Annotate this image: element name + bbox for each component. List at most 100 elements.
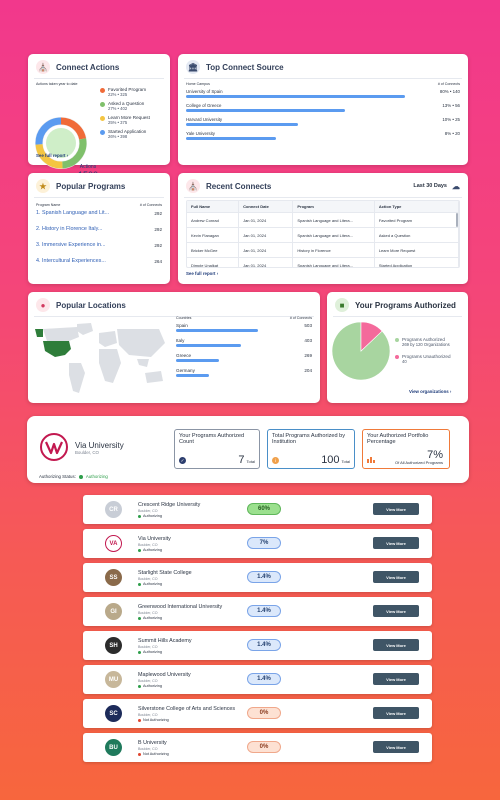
country-name: Italy [176, 338, 185, 343]
org-location: Boulder, CO [138, 543, 158, 547]
campus-bar [186, 109, 345, 112]
campus-name: College of Greece [186, 103, 222, 108]
org-percentage: 1.4% [257, 676, 271, 682]
map-australia [145, 371, 163, 383]
check-circle-icon: ✓ [179, 457, 186, 464]
org-name: Maplewood University [138, 672, 191, 678]
org-percentage: 0% [259, 744, 269, 750]
org-status: Authorizing [138, 548, 162, 552]
org-status: Authorizing [138, 582, 162, 586]
legend-item: Favorited Program 22% • 325 [100, 87, 168, 97]
program-link[interactable]: 4. Intercultural Experiences... [36, 258, 106, 264]
org-name: Greenwood International University [138, 604, 223, 610]
table-row[interactable]: Andrew Conrad Jan 01, 2024 Spanish Languag… [187, 212, 459, 228]
view-more-button[interactable]: View More [373, 571, 419, 583]
table-cell: Favorited Program [374, 212, 459, 228]
view-more-button[interactable]: View More [373, 741, 419, 753]
program-count: 264 [154, 259, 162, 264]
table-row[interactable]: Bricker McGee Jan 01, 2024 History in Flor… [187, 242, 459, 258]
chevron-right-icon: › [66, 153, 69, 158]
table-cell: History in Florence [292, 242, 375, 258]
period-selector[interactable]: Last 30 Days [413, 183, 447, 189]
program-link[interactable]: 2. History in Florence Italy... [36, 226, 103, 232]
cloud-download-icon[interactable]: ☁ [452, 181, 460, 191]
donut-segment [35, 117, 62, 145]
list-item[interactable]: 2. History in Florence Italy... 292 [36, 226, 162, 232]
org-status-text: Authorizing [143, 548, 162, 552]
list-item[interactable]: 1. Spanish Language and Lit... 292 [36, 210, 162, 216]
recent-connects-card: ⛪ Recent Connects Last 30 Days ☁ Full Na… [178, 173, 468, 284]
popular-locations-title: Popular Locations [56, 300, 126, 310]
legend-item: Programs Authorized 269 by 120 Organizati… [395, 337, 465, 347]
chevron-right-icon: › [449, 389, 452, 394]
col-countries: Countries [176, 316, 192, 320]
legend-dot [395, 355, 399, 359]
org-status: Authorizing [138, 684, 162, 688]
map-pin-icon: ● [36, 298, 50, 312]
university-logo [40, 433, 68, 461]
org-location: Boulder, CO [138, 747, 158, 751]
organization-row: SS Starlight State College Boulder, CO Auth… [83, 563, 432, 592]
see-full-report-link[interactable]: See full report › [36, 153, 69, 158]
connect-actions-header: ⛪ Connect Actions [28, 54, 170, 78]
legend-stats: 25% • 375 [108, 120, 128, 125]
university-icon: 🏛 [186, 60, 200, 74]
see-full-report-link[interactable]: See full report › [186, 271, 219, 276]
country-bar [176, 359, 220, 362]
legend-dot [100, 102, 105, 107]
list-item[interactable]: 3. Immersive Experience in... 292 [36, 242, 162, 248]
org-percentage: 60% [257, 506, 270, 512]
scrollbar[interactable] [456, 213, 458, 227]
stat3-sub: Of All Authorized Programs [394, 460, 443, 465]
university-name: Via University [75, 441, 124, 450]
org-status-text: Authorizing [143, 514, 162, 518]
legend-item: Asked a Question 27% • 402 [100, 101, 168, 111]
legend-label: Asked a Question [108, 101, 145, 106]
list-item[interactable]: 4. Intercultural Experiences... 264 [36, 258, 162, 264]
view-organizations-link[interactable]: View organizations › [409, 389, 452, 394]
org-percentage: 1.4% [257, 608, 271, 614]
program-link[interactable]: 3. Immersive Experience in... [36, 242, 106, 248]
country-count: 204 [304, 368, 312, 373]
table-cell: Jan 01, 2024 [238, 227, 294, 243]
org-percentage: 0% [259, 710, 269, 716]
list-item: College of Greece 13% • 56 [186, 103, 460, 112]
status-dot [138, 582, 141, 586]
popular-locations-header: ● Popular Locations [28, 292, 320, 316]
programs-authorized-header: ■ Your Programs Authorized [327, 292, 468, 316]
view-more-button[interactable]: View More [373, 707, 419, 719]
table-row[interactable]: Kevin Flanagan Jan 01, 2024 Spanish Langua… [187, 227, 459, 243]
legend-label: Programs Authorized [402, 337, 445, 342]
pie-slice [360, 321, 383, 352]
legend-item: Programs Unauthorized 40 [395, 354, 465, 364]
view-more-button[interactable]: View More [373, 673, 419, 685]
chevron-right-icon: › [216, 271, 219, 276]
column-header: Action Type [374, 201, 459, 213]
view-more-button[interactable]: View More [373, 639, 419, 651]
col-location-connects: # of Connects [289, 316, 312, 320]
legend-dot [100, 130, 105, 135]
org-name: Via University [138, 536, 171, 542]
org-status-text: Authorizing [143, 650, 162, 654]
popular-locations-list: Spain 503 Italy 403 Greece 269 Germany 204 [176, 323, 312, 377]
column-header: Connect Date [238, 201, 294, 213]
authorized-percentage-pill: 7% [247, 537, 281, 549]
org-status-text: Authorizing [143, 684, 162, 688]
connect-actions-title: Connect Actions [56, 62, 120, 72]
table-cell: Asked a Question [374, 227, 459, 243]
view-more-button[interactable]: View More [373, 503, 419, 515]
authorized-percentage-pill: 60% [247, 503, 281, 515]
stat-total-authorized: Total Programs Authorized by Institution… [267, 429, 355, 469]
info-icon: i [272, 457, 279, 464]
view-more-label: View More [386, 540, 406, 546]
status-dot [138, 548, 141, 552]
view-more-label: View More [386, 642, 406, 648]
auth-status-value: Authorizing [85, 474, 108, 479]
program-link[interactable]: 1. Spanish Language and Lit... [36, 210, 110, 216]
org-status-text: Not Authorizing [143, 752, 169, 756]
table-row[interactable]: Dimple Unalkat Jan 01, 2024 Spanish Langua… [187, 257, 459, 267]
popular-locations-card: ● Popular Locations Countries # of Conne… [28, 292, 320, 403]
org-location: Boulder, CO [138, 645, 158, 649]
view-more-button[interactable]: View More [373, 605, 419, 617]
view-more-button[interactable]: View More [373, 537, 419, 549]
